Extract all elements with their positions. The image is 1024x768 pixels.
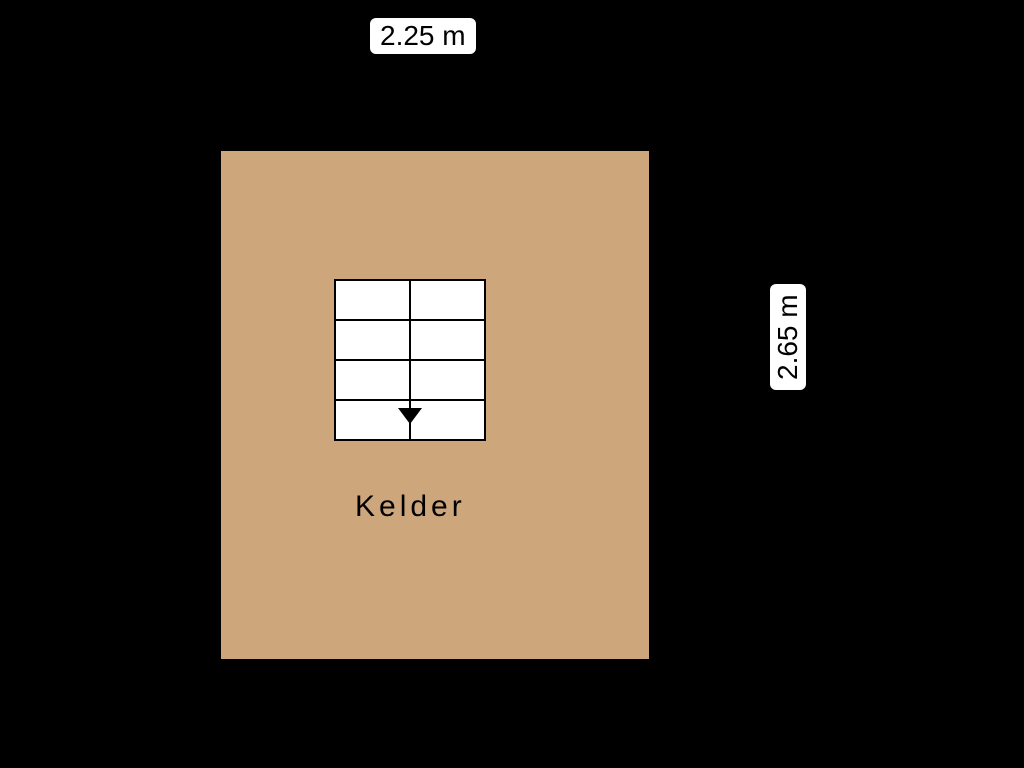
room-label: Kelder — [355, 490, 466, 524]
floorplan-svg — [0, 0, 1024, 768]
stairs-icon — [335, 280, 485, 440]
